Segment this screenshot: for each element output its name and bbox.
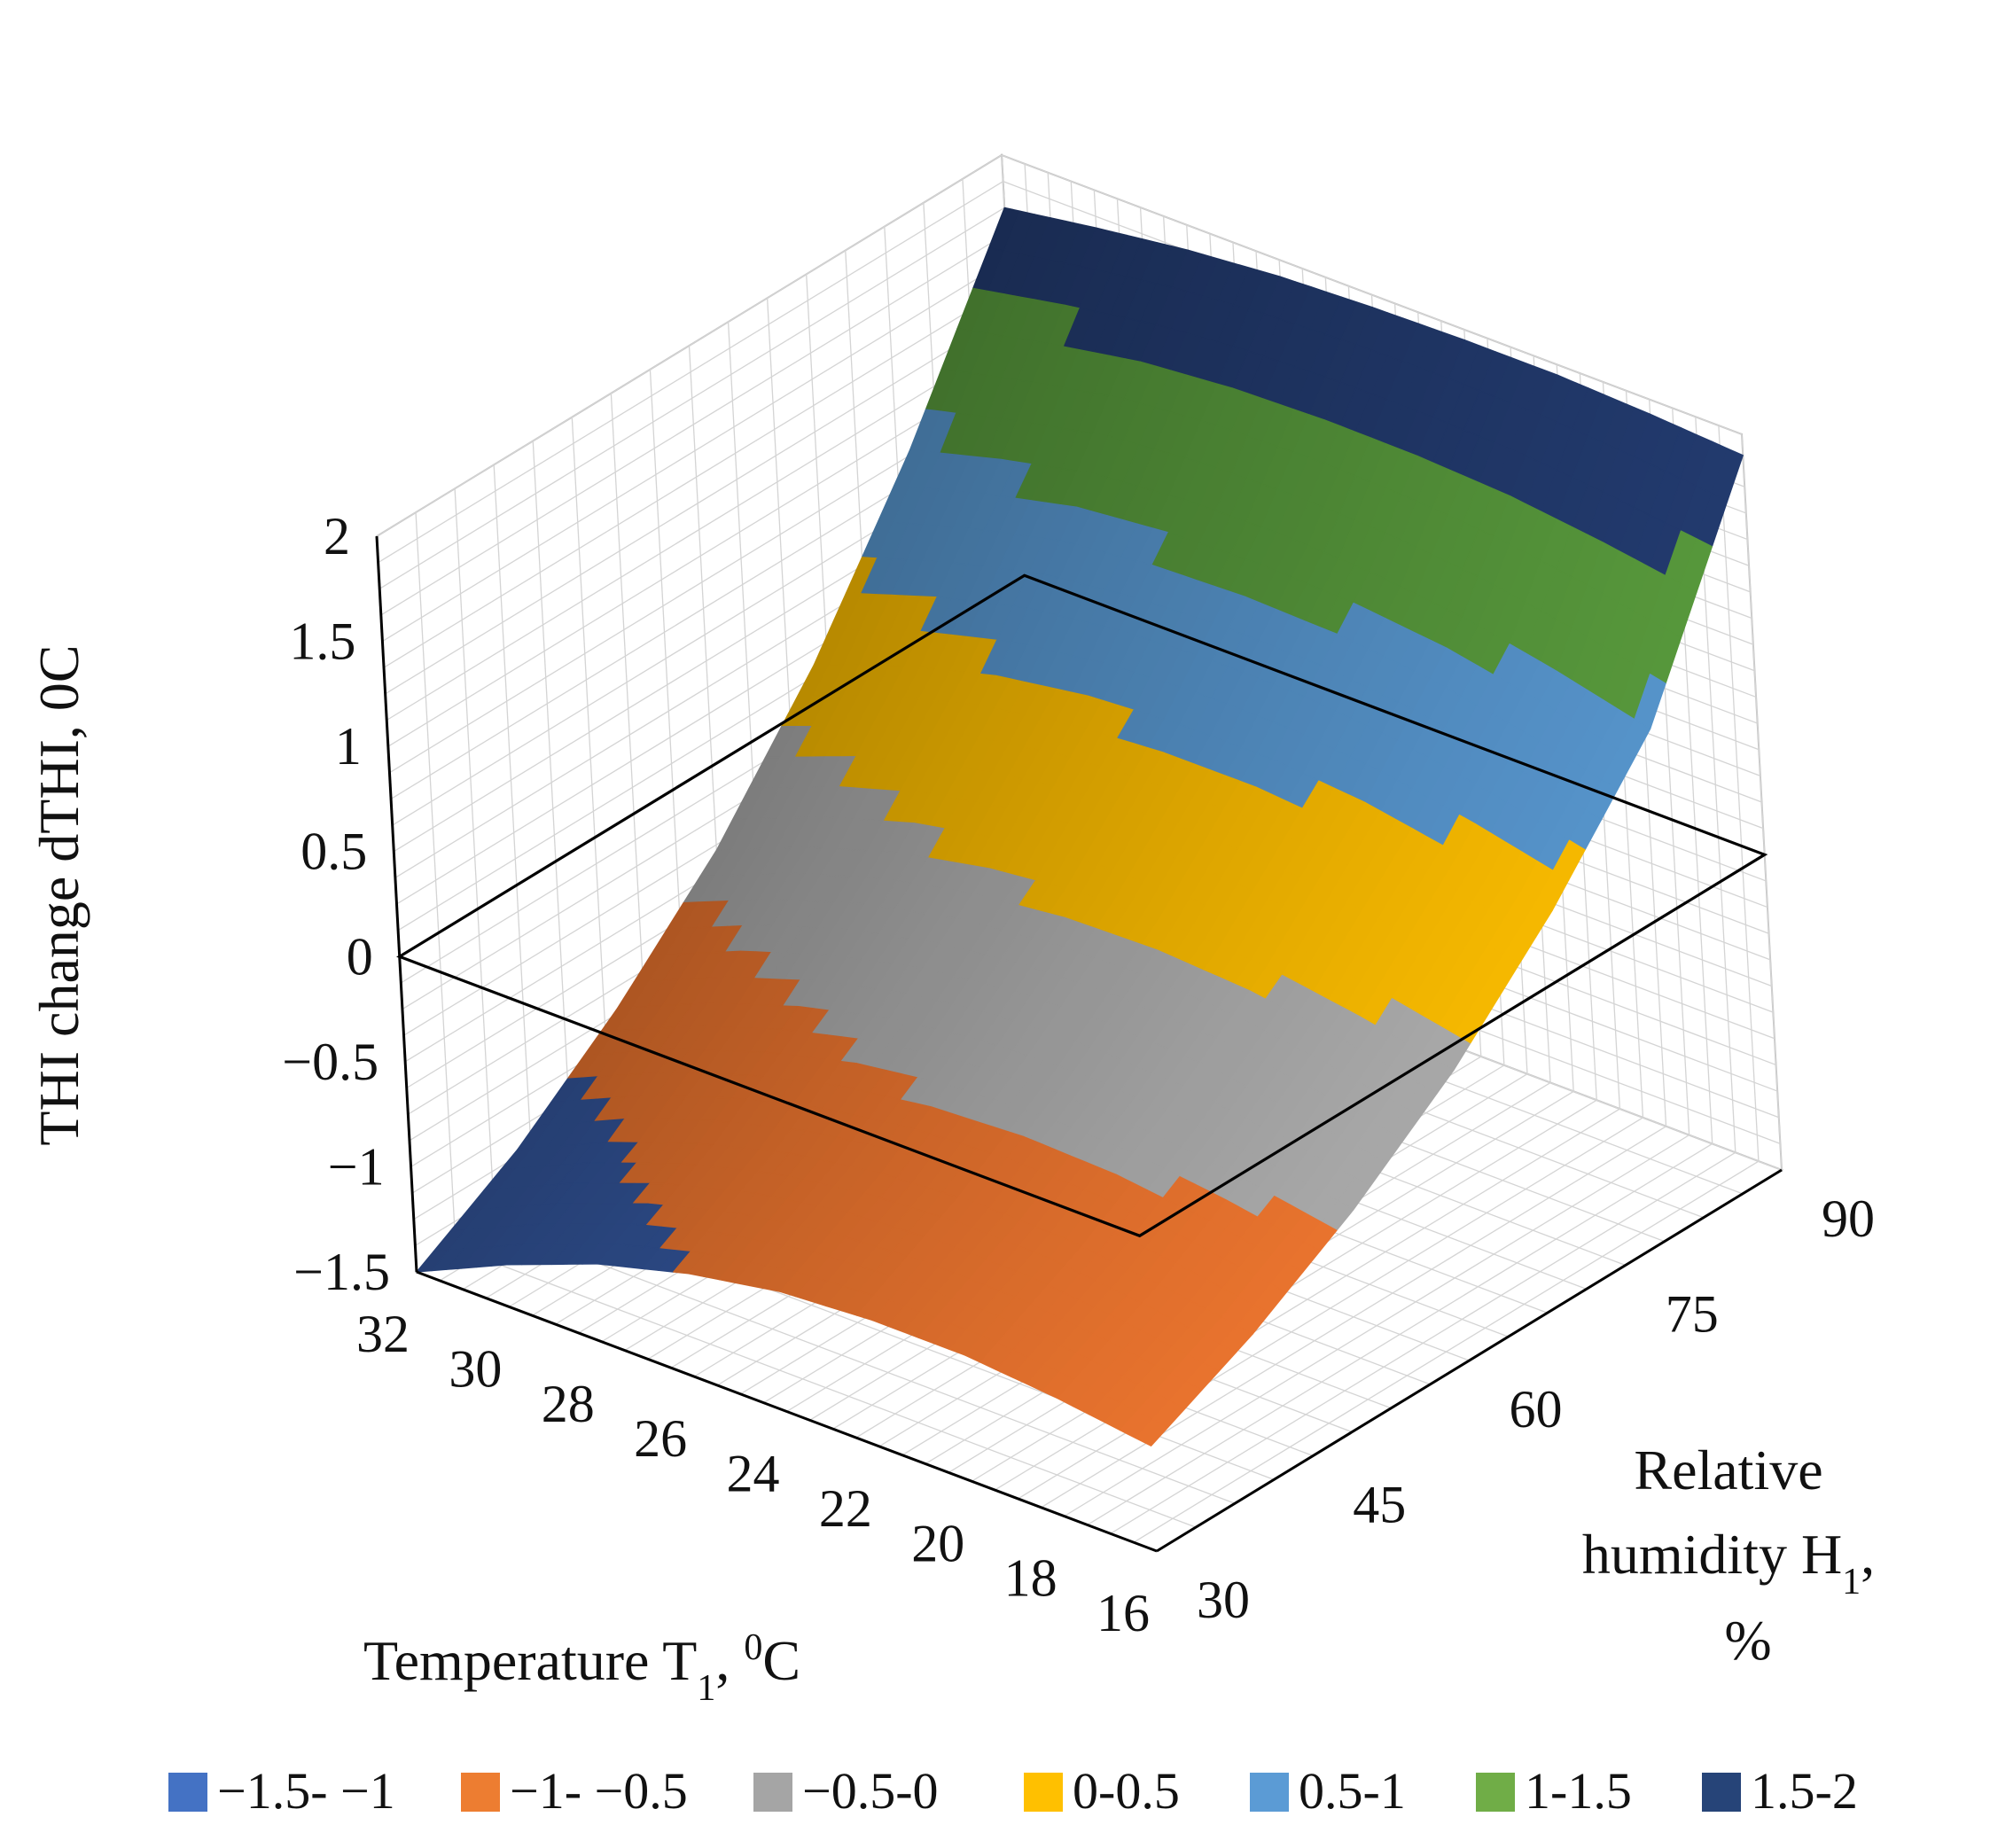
zero-plane-outline [396,573,1768,1238]
tick-labels: 2 1.5 1 0.5 0 −0.5 −1 −1.532 30 28 26 24 22 20 18 16 30 4… [282,507,1875,1642]
x-axis-title: Temperature T1, 0C [363,1627,800,1709]
humidity-tick-label: 30 [1197,1571,1250,1629]
y-axis-title-line1: Relative [1634,1439,1822,1501]
z-tick-label: −1 [328,1137,385,1196]
temperature-tick-label: 30 [449,1339,502,1398]
x-axis-title-rest: , [715,1629,744,1692]
legend: −1.5- −1 −1- −0.5 −0.5-0 0-0.5 0.5-1 1-1.5 1.5… [168,1762,1858,1820]
legend-swatch [1476,1773,1515,1812]
legend-swatch [1024,1773,1063,1812]
humidity-tick-label: 45 [1353,1476,1406,1534]
gridline [494,1223,1236,1504]
temperature-tick-label: 18 [1004,1549,1057,1608]
humidity-tick-label: 75 [1666,1285,1719,1344]
temperature-tick-label: 24 [727,1445,780,1503]
humidity-tick-label: 60 [1510,1380,1563,1439]
legend-label: 1-1.5 [1525,1762,1632,1820]
temperature-tick-label: 26 [634,1409,687,1468]
z-tick-label: 1.5 [289,612,355,671]
z-tick-label: −0.5 [282,1033,378,1091]
z-axis-line [375,535,418,1273]
x-axis-title-main: Temperature T [363,1629,697,1692]
z-axis-title: THI change dTHI, 0C [27,644,90,1145]
legend-swatch [753,1773,792,1812]
legend-item: −0.5-0 [753,1762,939,1820]
temperature-axis-line [416,1270,1158,1553]
y-axis-title-line2-end: , [1861,1523,1875,1586]
legend-label: 0-0.5 [1073,1762,1180,1820]
x-axis-title-sup: 0 [744,1627,762,1668]
temperature-tick-label: 32 [356,1305,410,1363]
legend-item: 1.5-2 [1702,1762,1858,1820]
gridline [455,1247,1197,1528]
temperature-tick-label: 20 [911,1514,964,1572]
gridline [1741,433,1783,1171]
legend-swatch [1250,1773,1289,1812]
temperature-tick-label: 22 [819,1479,872,1538]
legend-label: 1.5-2 [1751,1762,1858,1820]
surface-patch [1135,1418,1169,1447]
legend-item: −1- −0.5 [461,1762,688,1820]
x-axis-title-end: C [762,1629,800,1692]
gridline [415,512,457,1249]
gridline [454,488,496,1225]
temperature-tick-label: 16 [1096,1584,1150,1642]
humidity-tick-label: 90 [1822,1189,1875,1248]
z-tick-label: −1.5 [293,1243,390,1301]
gridline [1718,425,1760,1162]
gridline [532,441,574,1177]
gridline [493,464,535,1201]
legend-swatch [168,1773,207,1812]
z-tick-label: 0.5 [300,823,367,881]
temperature-tick-label: 28 [542,1375,595,1433]
y-axis-title-line2-main: humidity H [1582,1523,1842,1586]
z-tick-label: 1 [335,717,362,776]
legend-label: −0.5-0 [802,1762,939,1820]
chart-surface [416,207,1744,1447]
y-axis-title-line2: humidity H1, [1582,1523,1875,1602]
z-axis-title-text: THI change dTHI, [27,711,90,1145]
legend-swatch [1702,1773,1741,1812]
z-axis-title-unit: 0C [27,644,90,711]
y-axis-title-line2-sub: 1 [1842,1562,1861,1602]
legend-label: 0.5-1 [1299,1762,1406,1820]
legend-item: 0-0.5 [1024,1762,1180,1820]
legend-item: 1-1.5 [1476,1762,1632,1820]
legend-item: 0.5-1 [1250,1762,1406,1820]
legend-item: −1.5- −1 [168,1762,395,1820]
x-axis-title-sub: 1 [697,1668,715,1709]
humidity-axis-line [1156,1168,1783,1553]
zero-plane-frame [396,573,1768,1238]
z-tick-label: 2 [324,507,350,565]
legend-label: −1.5- −1 [217,1762,395,1820]
z-tick-label: 0 [347,927,373,986]
legend-label: −1- −0.5 [510,1762,688,1820]
y-axis-title-line3: % [1724,1609,1771,1672]
legend-swatch [461,1773,500,1812]
chart-axes [375,535,1783,1553]
